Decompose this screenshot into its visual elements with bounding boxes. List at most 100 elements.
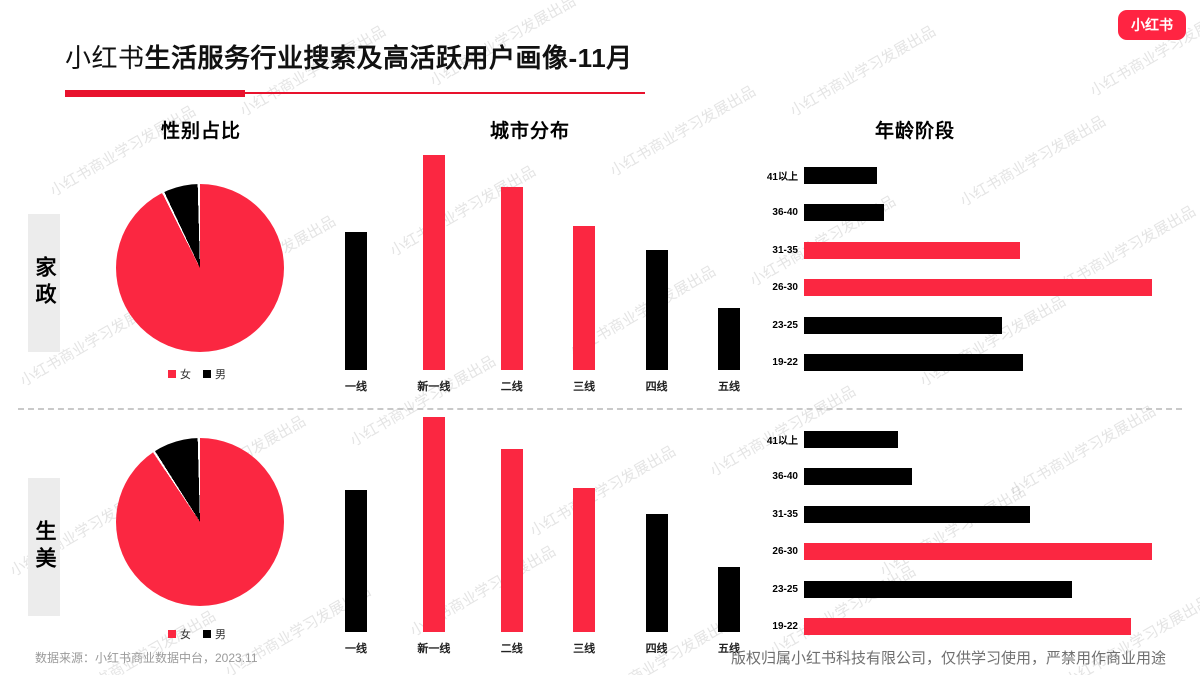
bar-category-label: 三线	[573, 643, 596, 655]
hbar-track	[804, 618, 1152, 636]
bar-category-label: 一线	[345, 643, 367, 655]
bar-category-label: 新一线	[417, 381, 451, 393]
hbar-category-label: 23-25	[772, 319, 798, 331]
hbar-category-label: 41以上	[766, 171, 798, 183]
hbar	[804, 430, 898, 448]
footer-data-source: 数据来源：小红书商业数据中台，2023.11	[35, 651, 258, 665]
pie-chart-jiazheng-gender	[116, 184, 284, 352]
hbar-category-label: 23-25	[772, 583, 798, 595]
page-title: 小红书生活服务行业搜索及高活跃用户画像-11月	[65, 38, 633, 75]
row-label-shengmei: 生美	[28, 478, 60, 616]
legend-female-swatch	[168, 370, 176, 378]
row-divider	[18, 408, 1182, 410]
bar-category-label: 四线	[645, 643, 668, 655]
hbar-row: 19-22	[752, 348, 1152, 378]
title-underline-thick	[65, 90, 245, 97]
bar-category-label: 二线	[500, 381, 523, 393]
bar	[422, 155, 445, 370]
pie-chart-shengmei-gender	[116, 438, 284, 606]
hbar-category-label: 19-22	[772, 621, 798, 633]
bar-category-label: 一线	[345, 381, 367, 393]
footer-copyright: 版权归属小红书科技有限公司，仅供学习使用，严禁用作商业用途	[730, 650, 1166, 667]
bar-chart-jiazheng-city: 一线 新一线 二线 三线 四线 五线	[345, 155, 740, 393]
page-title-prefix: 小红书	[65, 43, 145, 73]
hbar-chart-shengmei-age: 41以上 36-40 31-35 26-30 23-25 19-22	[752, 424, 1152, 642]
legend-male-swatch	[203, 630, 211, 638]
hbar	[804, 618, 1132, 636]
hbar-row: 31-35	[752, 499, 1152, 529]
hbar-chart-jiazheng-age: 41以上 36-40 31-35 26-30 23-25 19-22	[752, 160, 1152, 378]
title-underline-thin	[65, 92, 645, 94]
bar-category-label: 四线	[645, 381, 668, 393]
bar	[645, 250, 668, 370]
bar-column: 新一线	[417, 155, 451, 393]
bar-column: 三线	[573, 488, 596, 655]
hbar-track	[804, 166, 1152, 184]
hbar	[804, 505, 1031, 523]
hbar-category-label: 19-22	[772, 357, 798, 369]
hbar	[804, 316, 1003, 334]
legend-male-label: 男	[215, 369, 226, 381]
hbar-row: 41以上	[752, 160, 1152, 190]
bar-column: 一线	[345, 232, 367, 393]
hbar-category-label: 36-40	[772, 207, 798, 219]
column-header-city: 城市分布	[489, 121, 571, 142]
row-label-jiazheng: 家政	[28, 214, 60, 352]
bar	[645, 514, 668, 632]
hbar-row: 26-30	[752, 273, 1152, 303]
bar-category-label: 五线	[717, 643, 740, 655]
hbar-track	[804, 204, 1152, 222]
hbar-track	[804, 505, 1152, 523]
hbar	[804, 279, 1152, 297]
page-title-main: 生活服务行业搜索及高活跃用户画像-11月	[144, 43, 633, 73]
hbar-row: 36-40	[752, 198, 1152, 228]
bar	[500, 187, 523, 370]
column-header-gender: 性别占比	[160, 121, 242, 142]
hbar-row: 26-30	[752, 537, 1152, 567]
bar-column: 四线	[645, 514, 668, 655]
title-underline	[65, 90, 645, 97]
pie-legend-jiazheng: 女 男	[168, 366, 234, 382]
legend-male-swatch	[203, 370, 211, 378]
hbar-category-label: 26-30	[772, 546, 798, 558]
bar-column: 三线	[573, 226, 596, 393]
bar-column: 五线	[717, 567, 740, 655]
bar	[717, 567, 740, 632]
bar	[345, 232, 367, 370]
bar	[500, 449, 523, 632]
bar	[717, 308, 740, 370]
bar-category-label: 三线	[573, 381, 596, 393]
hbar-row: 19-22	[752, 612, 1152, 642]
hbar-category-label: 31-35	[772, 244, 798, 256]
hbar	[804, 204, 885, 222]
hbar-category-label: 36-40	[772, 471, 798, 483]
bar-column: 五线	[717, 308, 740, 393]
legend-female-label: 女	[180, 629, 191, 641]
hbar-track	[804, 354, 1152, 372]
bar	[573, 488, 596, 632]
hbar-row: 36-40	[752, 462, 1152, 492]
hbar-track	[804, 543, 1152, 561]
hbar	[804, 580, 1072, 598]
bar-column: 一线	[345, 490, 367, 655]
column-header-age: 年龄阶段	[874, 121, 956, 142]
hbar-row: 41以上	[752, 424, 1152, 454]
bar-column: 二线	[500, 187, 523, 393]
hbar-row: 31-35	[752, 235, 1152, 265]
hbar-track	[804, 279, 1152, 297]
hbar-row: 23-25	[752, 310, 1152, 340]
bar-category-label: 新一线	[417, 643, 451, 655]
legend-female-label: 女	[180, 369, 191, 381]
hbar-row: 23-25	[752, 574, 1152, 604]
hbar-track	[804, 430, 1152, 448]
bar-column: 四线	[645, 250, 668, 393]
pie-legend-shengmei: 女 男	[168, 626, 234, 642]
hbar-track	[804, 241, 1152, 259]
hbar	[804, 166, 878, 184]
hbar	[804, 468, 912, 486]
bar	[345, 490, 367, 632]
bar-category-label: 五线	[717, 381, 740, 393]
bar-chart-shengmei-city: 一线 新一线 二线 三线 四线 五线	[345, 417, 740, 655]
bar	[573, 226, 596, 370]
bar	[422, 417, 445, 632]
